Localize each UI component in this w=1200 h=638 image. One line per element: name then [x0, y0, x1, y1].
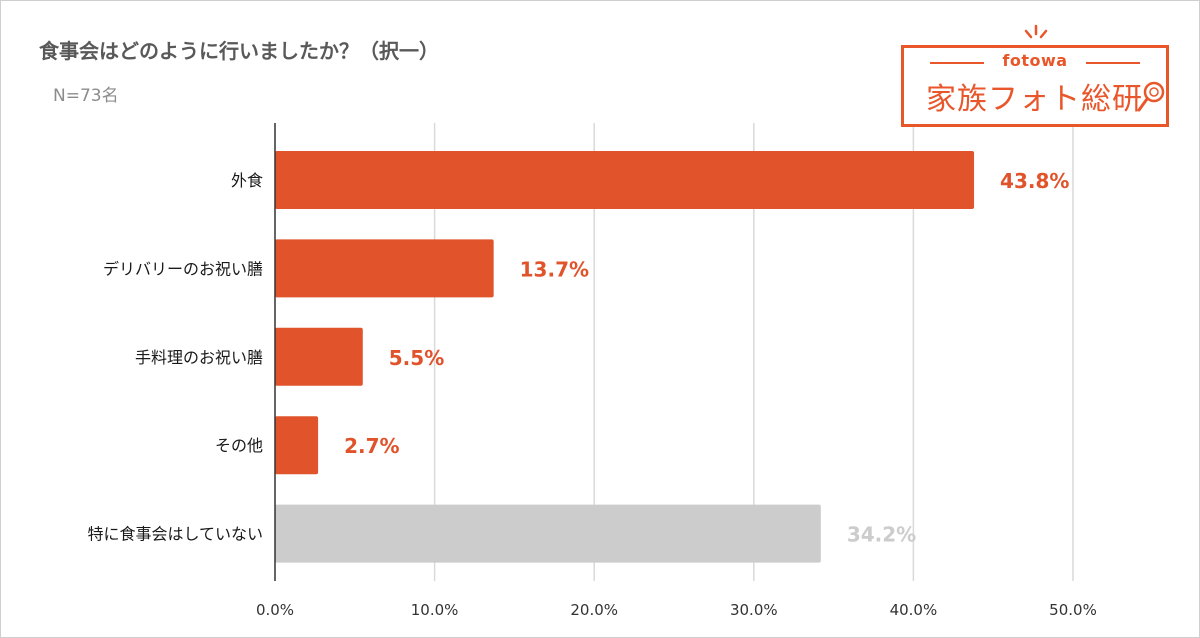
category-label: その他: [215, 436, 263, 455]
magnifier-icon: [1137, 81, 1165, 112]
category-label: デリバリーのお祝い膳: [103, 259, 263, 278]
bar: [275, 504, 821, 563]
logo-brand: fotowa: [1002, 51, 1068, 70]
logo-name: 家族フォト総研: [926, 82, 1143, 117]
chart-title: 食事会はどのように行いましたか？（択一）: [39, 39, 439, 63]
category-label: 手料理のお祝い膳: [135, 348, 263, 367]
fotowa-logo: fotowa 家族フォト総研: [901, 24, 1169, 127]
chart-subtitle: N=73名: [53, 86, 119, 106]
bar: [275, 239, 494, 298]
logo-rule-left: [930, 62, 984, 64]
value-label: 13.7%: [520, 257, 589, 281]
x-tick-label: 50.0%: [1049, 601, 1097, 619]
value-label: 34.2%: [847, 523, 916, 547]
x-tick-label: 20.0%: [570, 601, 618, 619]
category-label: 特に食事会はしていない: [87, 525, 263, 544]
sun-icon: [1024, 24, 1048, 39]
category-label: 外食: [231, 171, 263, 190]
bar: [275, 416, 319, 475]
value-label: 2.7%: [344, 434, 399, 458]
value-label: 5.5%: [389, 346, 444, 370]
x-tick-label: 0.0%: [256, 601, 294, 619]
bar: [275, 327, 363, 386]
bar: [275, 151, 975, 209]
value-label: 43.8%: [1000, 169, 1069, 193]
x-tick-label: 10.0%: [411, 601, 459, 619]
logo-rule-right: [1086, 62, 1140, 64]
x-tick-label: 30.0%: [730, 601, 778, 619]
x-tick-label: 40.0%: [890, 601, 938, 619]
